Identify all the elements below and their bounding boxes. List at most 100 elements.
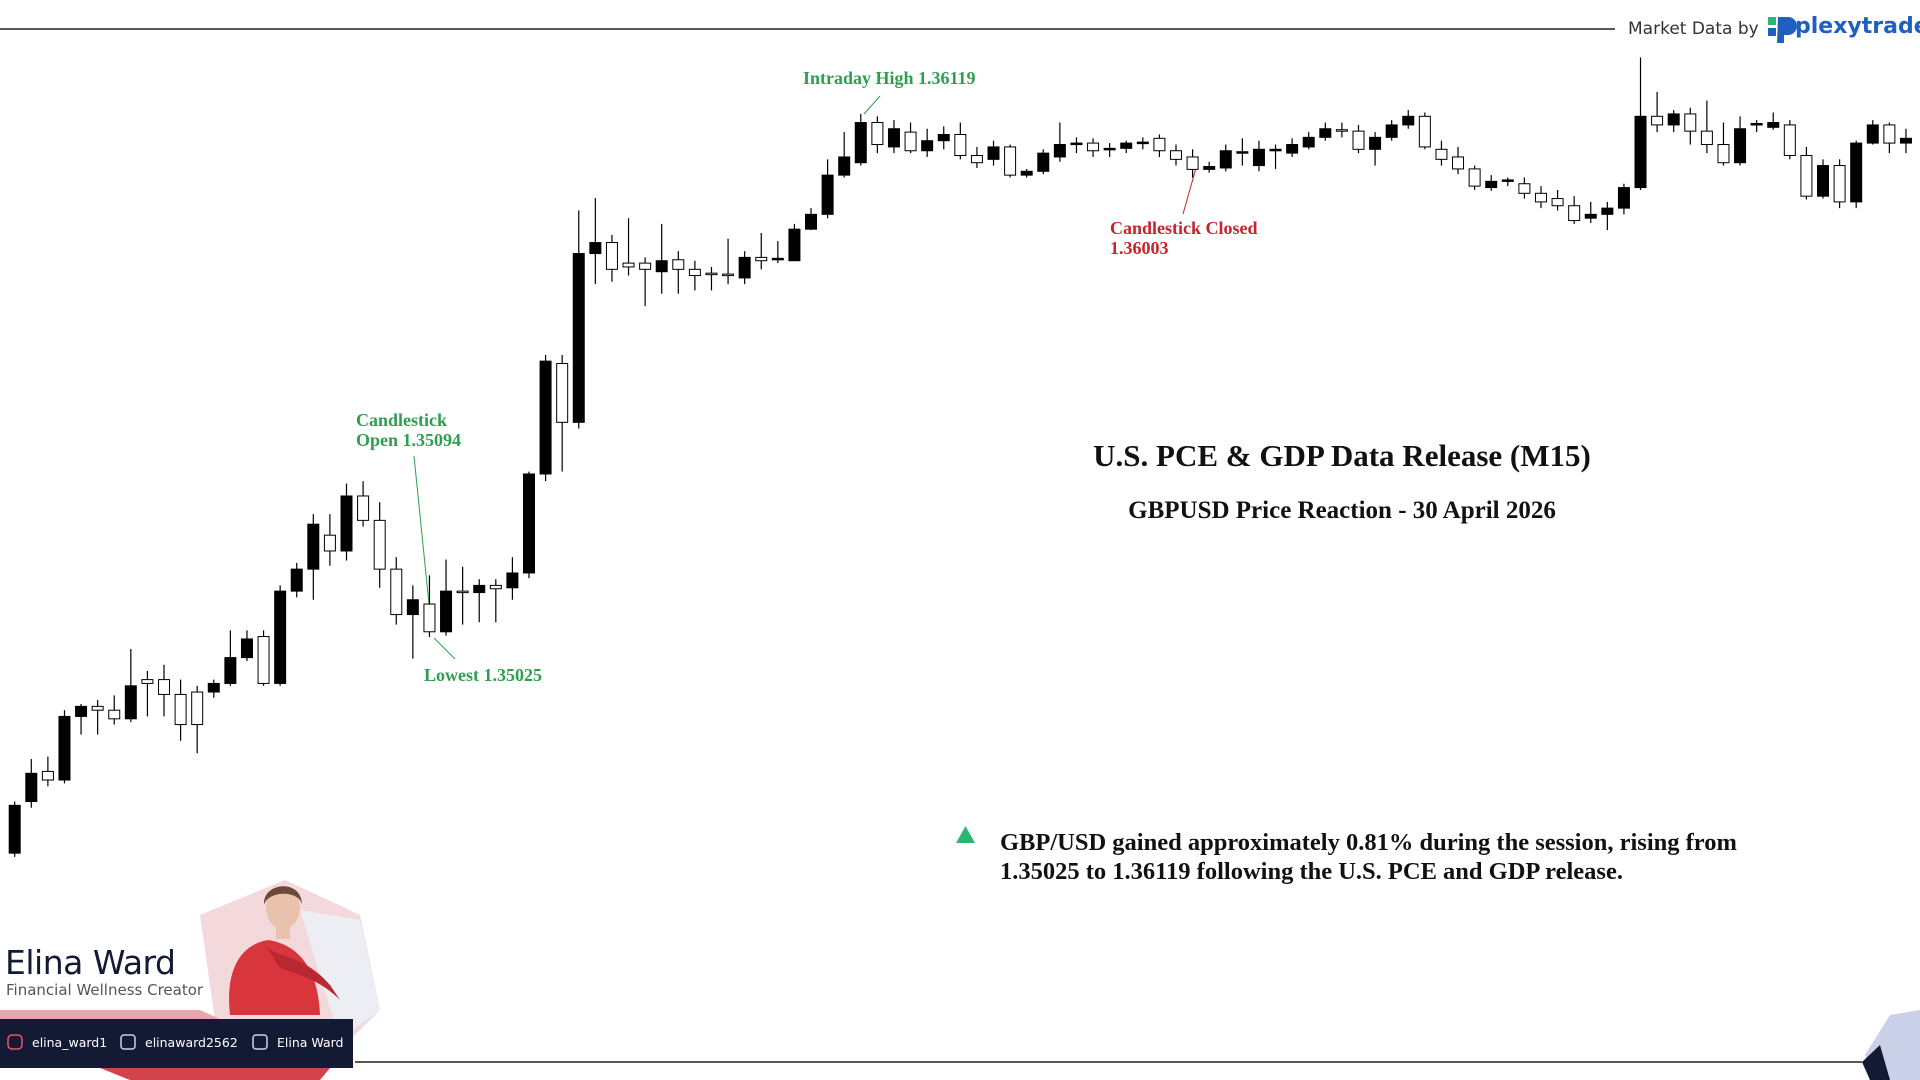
candle-body <box>1866 124 1879 144</box>
candle-body <box>141 679 154 684</box>
candle-body <box>1020 170 1033 176</box>
candle-body <box>921 140 934 152</box>
candle-body <box>937 133 950 142</box>
creator-tagline: Financial Wellness Creator <box>6 981 204 999</box>
candle-body <box>1004 146 1017 176</box>
candle-body <box>456 590 469 594</box>
candle-body <box>1468 168 1481 187</box>
candle-body <box>1402 115 1415 126</box>
candle-body <box>1385 124 1398 138</box>
candle-body <box>1700 130 1713 146</box>
candle-body <box>805 213 818 230</box>
candle-body <box>871 122 884 146</box>
candle-body <box>1750 122 1763 126</box>
candle-body <box>207 682 220 693</box>
candle-body <box>390 568 403 616</box>
candle-body <box>124 685 137 720</box>
candle-body <box>290 568 303 592</box>
source-label: Market Data by <box>1628 19 1759 39</box>
candle-body <box>1883 124 1896 144</box>
candle-body <box>1087 142 1100 152</box>
candle-body <box>307 523 320 570</box>
candle-body <box>1070 142 1083 146</box>
candle-body <box>1684 113 1697 132</box>
candle-body <box>340 495 353 552</box>
leader-lines <box>413 95 1197 660</box>
chart-subtitle: GBPUSD Price Reaction - 30 April 2026 <box>1128 497 1556 524</box>
social-handle: elina_ward1 <box>32 1035 108 1050</box>
candle-body <box>158 679 171 695</box>
candle-body <box>1236 151 1249 154</box>
candle-body <box>1667 113 1680 126</box>
candle-body <box>556 363 569 423</box>
annotation: Candlestick Open 1.35094 <box>356 410 462 450</box>
candle-body <box>738 256 751 279</box>
candle-body <box>489 584 502 590</box>
candle-body <box>440 590 453 633</box>
summary-text: GBP/USD gained approximately 0.81% durin… <box>1000 829 1737 885</box>
candle-body <box>58 715 71 781</box>
candle-body <box>970 155 983 164</box>
candle-body <box>1501 179 1514 182</box>
annotation: Lowest 1.35025 <box>424 665 542 685</box>
logo-text: plexytrade <box>1795 14 1920 39</box>
candle-body <box>423 603 436 633</box>
candle-body <box>1269 148 1282 152</box>
candle-body <box>539 360 552 475</box>
candle-body <box>1203 166 1216 170</box>
bullet-triangle <box>956 826 975 843</box>
candle-body <box>705 272 718 276</box>
candle-body <box>224 657 237 684</box>
candle-body <box>373 519 386 570</box>
candle-body <box>406 599 419 616</box>
candle-body <box>1103 147 1116 151</box>
candle-body <box>1053 144 1066 158</box>
candle-body <box>1186 156 1199 170</box>
candle-body <box>1833 165 1846 203</box>
candle-body <box>41 770 54 781</box>
candle-body <box>191 691 204 726</box>
candle-body <box>639 262 652 270</box>
candle-body <box>1568 205 1581 222</box>
candle-body <box>1617 187 1630 209</box>
candle-body <box>1734 128 1747 164</box>
candle-body <box>1252 148 1265 167</box>
candle-body <box>622 262 635 268</box>
candle-body <box>605 242 618 270</box>
candle-body <box>8 804 21 854</box>
candle-body <box>672 259 685 270</box>
candle-body <box>589 242 602 255</box>
candle-body <box>1452 156 1465 170</box>
candle-body <box>1435 148 1448 160</box>
creator-name: Elina Ward <box>5 943 176 982</box>
social-handle: Elina Ward <box>277 1035 344 1050</box>
candle-body <box>1899 137 1912 144</box>
candle-body <box>1286 144 1299 154</box>
annotation: Intraday High 1.36119 <box>803 68 976 88</box>
candle-body <box>1783 124 1796 157</box>
candle-body <box>1584 213 1597 219</box>
candle-body <box>987 146 1000 160</box>
candle-body <box>1136 141 1149 145</box>
candle-body <box>1319 128 1332 138</box>
candle-body <box>1170 150 1182 160</box>
candle-body <box>1800 155 1813 197</box>
candle-body <box>854 122 867 164</box>
candle-body <box>771 257 784 261</box>
candle-body <box>1634 115 1647 189</box>
creator-graphic <box>0 880 380 1080</box>
candle-body <box>1153 137 1166 152</box>
candle-body <box>75 705 88 717</box>
annotation: Candlestick Closed 1.36003 <box>1110 218 1258 258</box>
candle-body <box>506 572 519 589</box>
candle-body <box>1817 165 1830 197</box>
candle-body <box>473 584 486 594</box>
candle-body <box>1850 142 1863 203</box>
candle-body <box>788 228 801 262</box>
candle-body <box>357 495 370 521</box>
candle-body <box>1651 115 1664 126</box>
candle-body <box>755 256 768 262</box>
candle-body <box>1767 122 1780 128</box>
